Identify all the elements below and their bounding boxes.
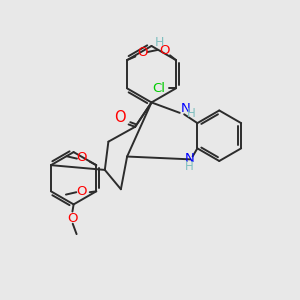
Text: H: H [185,160,194,173]
Text: N: N [181,102,191,115]
Text: O: O [76,185,87,198]
Text: H: H [187,107,196,120]
Text: H: H [154,36,164,49]
Text: O: O [77,151,87,164]
Text: O: O [159,44,169,57]
Text: O: O [137,46,148,59]
Text: O: O [114,110,125,124]
Text: N: N [185,152,194,165]
Text: Cl: Cl [152,82,166,95]
Text: O: O [68,212,78,225]
